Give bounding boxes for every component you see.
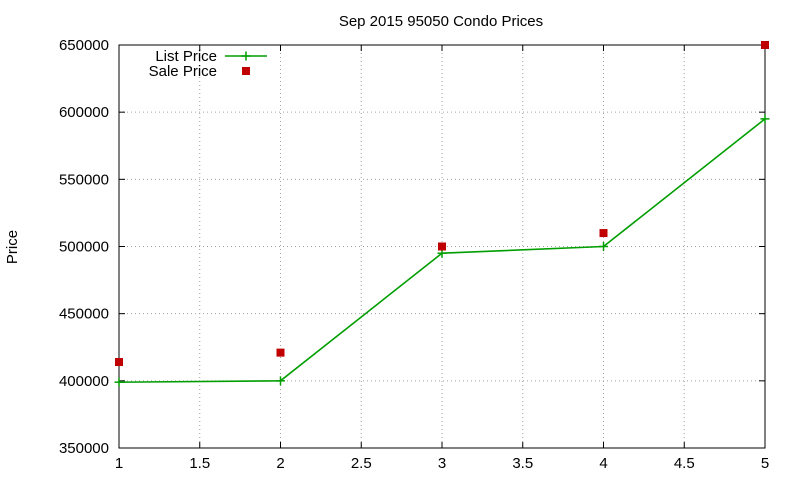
x-tick-label: 2.5: [351, 455, 372, 472]
list-price-point: [114, 377, 124, 387]
x-tick-label: 1: [115, 455, 123, 472]
sale-price-point: [761, 41, 769, 49]
x-tick-label: 4: [599, 455, 607, 472]
y-axis-label: Price: [4, 230, 21, 264]
legend-swatches: [225, 51, 267, 75]
y-tick-label: 350000: [59, 440, 109, 457]
y-tick-label: 550000: [59, 171, 109, 188]
x-tick-label: 3.5: [512, 455, 533, 472]
y-tick-label: 450000: [59, 306, 109, 323]
y-tick-label: 600000: [59, 104, 109, 121]
legend-swatch-list-price-marker: [241, 51, 251, 61]
x-tick-label: 2: [276, 455, 284, 472]
sale-price-point: [438, 242, 446, 251]
x-tick-label: 3: [438, 455, 446, 472]
legend-label-sale-price: Sale Price: [149, 63, 217, 80]
sale-price-point: [115, 358, 123, 367]
x-tick-label: 4.5: [674, 455, 695, 472]
x-tick-label: 5: [761, 455, 769, 472]
axis-ticks: 1 1.5 2 2.5 3 3.5 4 4.5 5 350000 400000 450000 50000…: [59, 37, 769, 472]
y-tick-label: 500000: [59, 239, 109, 256]
list-price-point: [760, 114, 770, 124]
sale-price-point: [599, 229, 608, 238]
x-tick-label: 1.5: [189, 455, 210, 472]
series-layer: [114, 41, 770, 387]
legend-label-list-price: List Price: [155, 48, 217, 65]
legend: List Price Sale Price: [149, 48, 267, 80]
list-price-point: [599, 242, 608, 251]
y-tick-label: 650000: [59, 37, 109, 54]
y-tick-label: 400000: [59, 373, 109, 390]
list-price-point: [276, 376, 285, 386]
chart-title: Sep 2015 95050 Condo Prices: [339, 13, 543, 30]
legend-swatch-sale-price: [242, 67, 250, 75]
sale-price-point: [276, 348, 285, 357]
